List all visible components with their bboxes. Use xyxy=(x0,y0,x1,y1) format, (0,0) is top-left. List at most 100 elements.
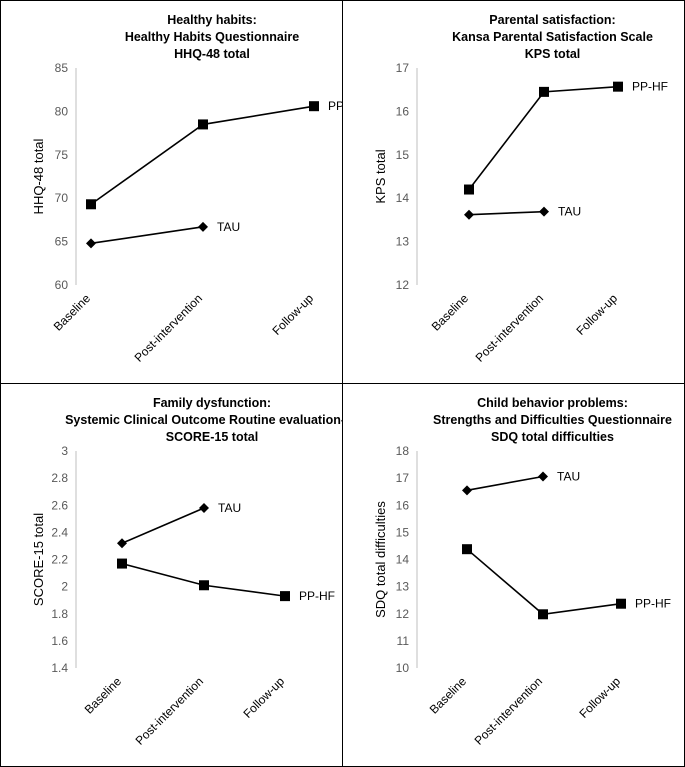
series-label-pp-hf: PP-HF xyxy=(635,597,671,611)
y-tick-label: 14 xyxy=(396,191,410,205)
y-tick-label: 13 xyxy=(396,235,410,249)
data-point-pp-hf xyxy=(198,119,208,130)
chart-panel-family-dysfunction: Family dysfunction: Systemic Clinical Out… xyxy=(1,384,343,766)
chart-svg-child-behavior: Child behavior problems: Strengths and Di… xyxy=(373,396,672,748)
y-tick-label: 2 xyxy=(61,580,68,594)
series-line-pp-hf xyxy=(468,85,619,191)
series-line-tau xyxy=(121,507,205,544)
y-tick-label: 12 xyxy=(396,607,410,621)
data-point-pp-hf xyxy=(613,81,623,92)
series-label-pp-hf: PP-HF xyxy=(632,80,668,94)
series-label-tau: TAU xyxy=(218,501,241,515)
chart-panel-parental-satisfaction: Parental satisfaction: Kansa Parental Sat… xyxy=(343,1,684,384)
chart-svg-family-dysfunction: Family dysfunction: Systemic Clinical Out… xyxy=(31,396,343,748)
series-label-pp-hf: PP-HF xyxy=(299,589,335,603)
data-point-pp-hf xyxy=(309,101,319,112)
y-tick-label: 17 xyxy=(396,61,410,75)
data-point-pp-hf xyxy=(538,609,548,620)
chart-title-line: HHQ-48 total xyxy=(174,47,250,61)
y-axis-label: KPS total xyxy=(373,149,388,203)
y-tick-label: 2.2 xyxy=(51,553,68,567)
data-point-pp-hf xyxy=(464,184,474,195)
y-tick-label: 3 xyxy=(61,444,68,458)
y-tick-label: 11 xyxy=(397,634,410,648)
data-point-pp-hf xyxy=(462,544,472,555)
chart-svg-parental-satisfaction: Parental satisfaction: Kansa Parental Sat… xyxy=(373,13,668,365)
y-tick-label: 10 xyxy=(396,661,410,675)
x-tick-label: Post-intervention xyxy=(133,674,207,748)
data-point-tau xyxy=(86,238,96,249)
data-point-tau xyxy=(198,221,208,232)
y-tick-label: 80 xyxy=(55,104,69,118)
series-label-tau: TAU xyxy=(557,469,580,483)
y-tick-label: 18 xyxy=(396,444,410,458)
data-point-pp-hf xyxy=(539,86,549,97)
chart-panel-healthy-habits: Healthy habits: Healthy Habits Questionna… xyxy=(1,1,343,384)
data-point-tau xyxy=(538,471,548,482)
y-axis-label: SCORE-15 total xyxy=(31,513,46,606)
y-tick-label: 16 xyxy=(396,104,410,118)
series-line-pp-hf xyxy=(121,562,286,597)
series-label-tau: TAU xyxy=(558,205,581,219)
y-tick-label: 2.6 xyxy=(51,498,68,512)
x-tick-label: Post-intervention xyxy=(132,291,206,365)
chart-title-line: Strengths and Difficulties Questionnaire xyxy=(433,413,672,427)
chart-title-line: Healthy habits: xyxy=(167,13,257,27)
data-point-tau xyxy=(464,209,474,220)
y-tick-label: 14 xyxy=(396,553,410,567)
y-tick-label: 75 xyxy=(55,148,69,162)
series-label-pp-hf: PP-HF xyxy=(328,99,343,113)
y-tick-label: 65 xyxy=(55,235,69,249)
y-tick-label: 2.8 xyxy=(51,471,68,485)
y-tick-label: 16 xyxy=(396,498,410,512)
y-axis-label: SDQ total difficulties xyxy=(373,501,388,618)
chart-panel-child-behavior: Child behavior problems: Strengths and Di… xyxy=(343,384,684,766)
data-point-pp-hf xyxy=(616,598,626,609)
chart-title-line: KPS total xyxy=(525,47,581,61)
y-tick-label: 70 xyxy=(55,191,69,205)
series-label-tau: TAU xyxy=(217,220,240,234)
x-tick-label: Post-intervention xyxy=(473,291,547,365)
x-tick-label: Follow-up xyxy=(576,674,623,721)
y-tick-label: 1.8 xyxy=(51,607,68,621)
x-tick-label: Baseline xyxy=(427,674,470,717)
data-point-tau xyxy=(539,206,549,217)
x-tick-label: Follow-up xyxy=(573,291,620,338)
x-tick-label: Post-intervention xyxy=(472,674,546,748)
y-tick-label: 1.6 xyxy=(51,634,68,648)
data-point-tau xyxy=(199,502,209,513)
series-line-tau xyxy=(468,210,545,216)
series-line-tau xyxy=(90,226,204,245)
x-tick-label: Follow-up xyxy=(240,674,287,721)
data-point-pp-hf xyxy=(117,558,127,569)
series-line-tau xyxy=(466,475,544,492)
y-tick-label: 13 xyxy=(396,580,410,594)
series-line-pp-hf xyxy=(466,548,622,616)
data-point-tau xyxy=(462,485,472,496)
chart-title-line: Child behavior problems: xyxy=(477,396,628,410)
x-tick-label: Baseline xyxy=(51,291,94,334)
chart-title-line: Kansa Parental Satisfaction Scale xyxy=(452,30,653,44)
y-tick-label: 15 xyxy=(396,525,410,539)
data-point-pp-hf xyxy=(86,199,96,210)
chart-title-line: Systemic Clinical Outcome Routine evalua… xyxy=(65,413,343,427)
chart-title-line: SCORE-15 total xyxy=(166,430,258,444)
chart-title-line: Family dysfunction: xyxy=(153,396,271,410)
y-tick-label: 2.4 xyxy=(51,525,68,539)
x-tick-label: Baseline xyxy=(429,291,472,334)
x-tick-label: Baseline xyxy=(82,674,125,717)
y-axis-label: HHQ-48 total xyxy=(31,138,46,214)
y-tick-label: 85 xyxy=(55,61,69,75)
chart-title-line: SDQ total difficulties xyxy=(491,430,614,444)
y-tick-label: 1.4 xyxy=(51,661,68,675)
y-tick-label: 60 xyxy=(55,278,69,292)
x-tick-label: Follow-up xyxy=(269,291,316,338)
y-tick-label: 15 xyxy=(396,148,410,162)
chart-title-line: Parental satisfaction: xyxy=(489,13,615,27)
chart-title-line: Healthy Habits Questionnaire xyxy=(125,30,299,44)
data-point-pp-hf xyxy=(280,591,290,602)
data-point-tau xyxy=(117,538,127,549)
chart-svg-healthy-habits: Healthy habits: Healthy Habits Questionna… xyxy=(31,13,343,365)
y-tick-label: 17 xyxy=(396,471,410,485)
